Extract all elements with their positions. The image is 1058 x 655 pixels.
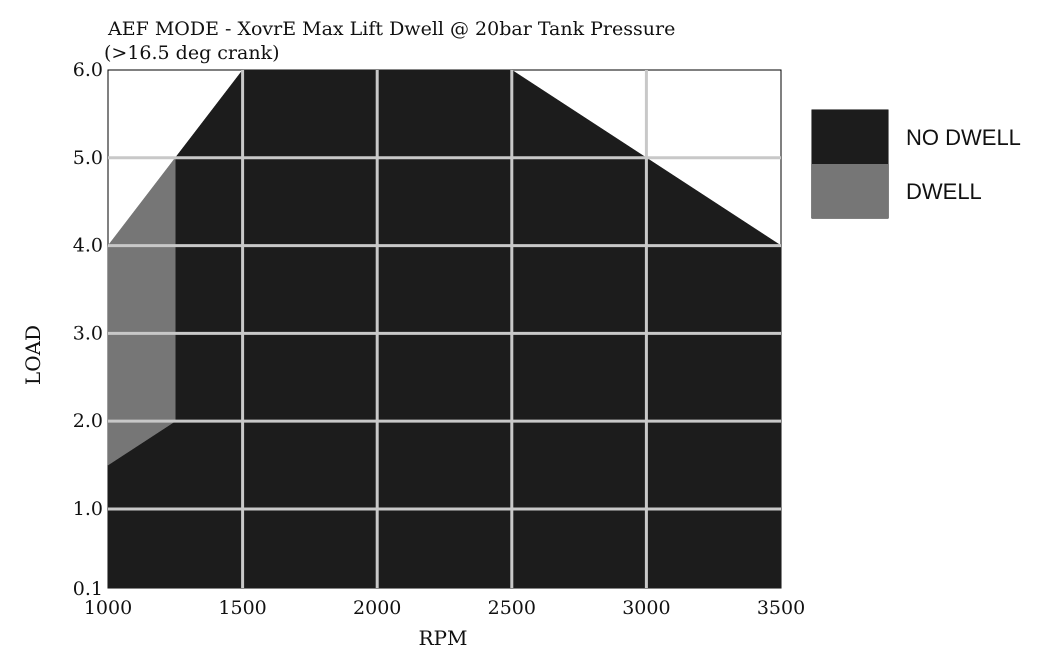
y-tick-label: 2.0 xyxy=(73,410,103,432)
y-tick-label: 4.0 xyxy=(73,235,103,257)
chart-title: AEF MODE - XovrE Max Lift Dwell @ 20bar … xyxy=(107,18,675,40)
x-tick-label: 1000 xyxy=(84,597,132,619)
y-tick-label: 3.0 xyxy=(73,322,103,344)
x-tick-label: 3500 xyxy=(757,597,805,619)
legend-swatch xyxy=(812,110,888,164)
y-tick-label: 1.0 xyxy=(73,498,103,520)
y-tick-layer: 0.1 1.0 2.0 3.0 4.0 5.0 6.0 xyxy=(73,59,103,600)
y-tick-label: 6.0 xyxy=(73,59,103,81)
x-tick-label: 1500 xyxy=(218,597,266,619)
region-layer xyxy=(107,69,782,589)
x-tick-label: 2500 xyxy=(488,597,536,619)
legend-label: DWELL xyxy=(906,179,982,204)
y-axis-label: LOAD xyxy=(21,325,45,385)
legend: NO DWELL DWELL xyxy=(811,109,1021,219)
y-tick-label: 5.0 xyxy=(73,147,103,169)
grid-layer xyxy=(108,70,781,588)
legend-label: NO DWELL xyxy=(906,125,1021,150)
y-tick-label: 0.1 xyxy=(73,578,103,600)
x-tick-label: 2000 xyxy=(353,597,401,619)
legend-swatch xyxy=(812,164,888,218)
x-tick-layer: 1000 1500 2000 2500 3000 3500 xyxy=(84,597,805,619)
x-axis-label: RPM xyxy=(419,626,468,650)
chart-subtitle: (>16.5 deg crank) xyxy=(104,42,280,64)
x-tick-label: 3000 xyxy=(622,597,670,619)
